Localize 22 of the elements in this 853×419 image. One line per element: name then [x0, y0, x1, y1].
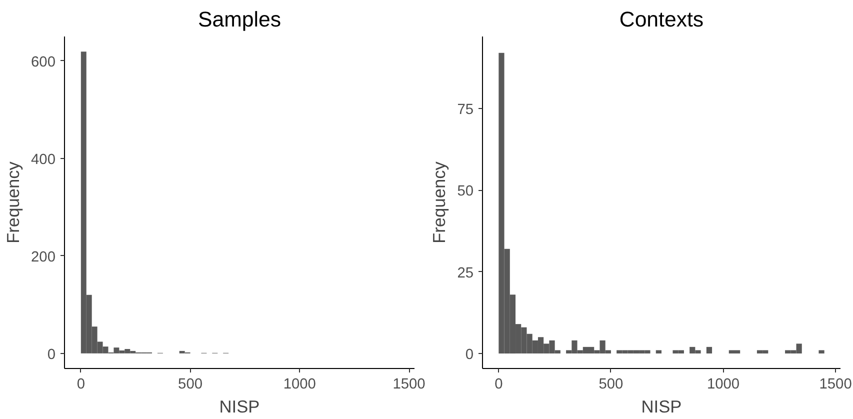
x-tick-label: 0	[494, 376, 503, 392]
x-tick-label: 500	[598, 376, 624, 392]
y-axis-title: Frequency	[3, 161, 24, 244]
y-tick-label: 25	[457, 265, 474, 282]
chart-title: Samples	[198, 8, 281, 32]
x-tick-label: 1500	[819, 376, 852, 392]
x-tick-label: 1000	[283, 376, 316, 392]
x-tick-label: 500	[178, 376, 203, 392]
y-tick-label: 400	[31, 152, 56, 168]
y-tick-label: 600	[31, 54, 56, 70]
y-tick-label: 75	[457, 102, 474, 118]
y-tick-label: 0	[465, 346, 474, 363]
y-tick-label: 0	[47, 346, 56, 363]
y-tick-label: 50	[457, 184, 474, 200]
y-tick-label: 200	[31, 249, 56, 266]
x-axis-title: NISP	[219, 396, 260, 416]
chart-title: Contexts	[619, 8, 704, 32]
x-tick-label: 1000	[706, 376, 740, 392]
x-tick-label: 1500	[392, 376, 426, 392]
x-axis-title: NISP	[641, 396, 682, 416]
x-tick-label: 0	[76, 376, 85, 392]
y-axis-title: Frequency	[429, 161, 450, 244]
